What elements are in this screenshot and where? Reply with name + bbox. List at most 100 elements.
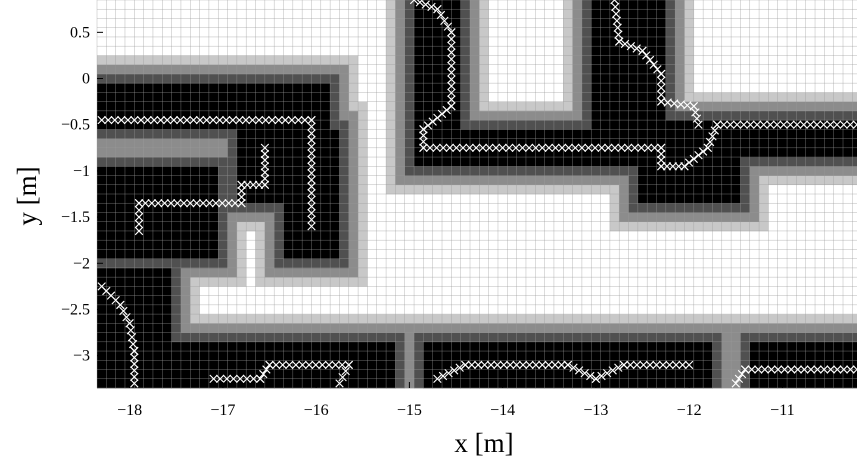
grid-cell bbox=[721, 64, 732, 75]
grid-cell bbox=[759, 295, 769, 306]
grid-cell bbox=[693, 18, 704, 29]
grid-cell bbox=[637, 221, 648, 232]
grid-cell bbox=[404, 314, 415, 324]
path-marker bbox=[671, 360, 681, 370]
grid-cell bbox=[525, 258, 536, 269]
grid-cell bbox=[190, 304, 200, 315]
grid-cell bbox=[162, 277, 172, 287]
grid-cell bbox=[479, 138, 489, 149]
path-marker bbox=[772, 120, 782, 129]
grid-cell bbox=[731, 304, 741, 315]
grid-cell bbox=[348, 212, 359, 223]
grid-cell bbox=[824, 120, 834, 130]
path-marker bbox=[307, 188, 316, 198]
path-marker bbox=[260, 155, 270, 165]
grid-cell bbox=[348, 18, 359, 29]
grid-cell bbox=[143, 64, 154, 75]
grid-cell bbox=[320, 46, 331, 56]
grid-cell bbox=[330, 110, 340, 121]
grid-cell bbox=[451, 55, 461, 65]
grid-cell bbox=[591, 0, 601, 10]
grid-cell bbox=[525, 83, 536, 93]
grid-cell bbox=[311, 184, 322, 195]
grid-cell bbox=[124, 18, 135, 29]
grid-cell bbox=[843, 101, 853, 112]
x-tick-label: −16 bbox=[304, 402, 329, 419]
grid-cell bbox=[712, 203, 723, 213]
grid-cell bbox=[619, 18, 629, 29]
grid-cell bbox=[367, 147, 378, 158]
grid-cell bbox=[376, 27, 387, 38]
grid-cell bbox=[302, 120, 312, 130]
grid-cell bbox=[824, 157, 834, 167]
path-marker bbox=[311, 360, 320, 370]
grid-cell bbox=[833, 304, 844, 315]
grid-cell bbox=[292, 332, 303, 343]
grid-cell bbox=[171, 138, 182, 149]
grid-cell bbox=[311, 212, 322, 223]
grid-cell bbox=[218, 277, 228, 287]
grid-cell bbox=[414, 286, 424, 296]
grid-cell bbox=[283, 360, 294, 370]
grid-cell bbox=[609, 147, 620, 158]
grid-cell bbox=[749, 258, 760, 269]
grid-cell bbox=[777, 120, 788, 130]
grid-cell bbox=[777, 286, 788, 296]
grid-cell bbox=[442, 323, 452, 333]
grid-cell bbox=[684, 314, 695, 324]
grid-cell bbox=[740, 249, 751, 259]
path-marker bbox=[262, 365, 271, 374]
grid-cell bbox=[656, 295, 667, 306]
grid-cell bbox=[647, 36, 657, 47]
grid-cell bbox=[339, 55, 350, 65]
grid-cell bbox=[152, 64, 163, 75]
grid-cell bbox=[749, 277, 760, 287]
grid-cell bbox=[274, 55, 284, 65]
grid-cell bbox=[833, 120, 844, 130]
grid-cell bbox=[619, 295, 629, 306]
grid-cell bbox=[311, 351, 322, 361]
grid-cell bbox=[628, 351, 639, 361]
grid-cell bbox=[805, 46, 816, 56]
grid-cell bbox=[740, 83, 751, 93]
grid-cell bbox=[600, 64, 611, 75]
grid-cell bbox=[236, 129, 247, 139]
grid-cell bbox=[656, 286, 667, 296]
grid-cell bbox=[208, 369, 219, 380]
grid-cell bbox=[525, 341, 536, 352]
grid-cell bbox=[535, 147, 545, 158]
grid-cell bbox=[404, 101, 415, 112]
grid-cell bbox=[162, 166, 172, 176]
grid-cell bbox=[619, 175, 629, 186]
grid-cell bbox=[619, 240, 629, 250]
grid-cell bbox=[190, 332, 200, 343]
grid-cell bbox=[292, 240, 303, 250]
grid-cell bbox=[693, 314, 704, 324]
grid-cell bbox=[609, 240, 620, 250]
grid-cell bbox=[619, 27, 629, 38]
grid-cell bbox=[171, 314, 182, 324]
grid-cell bbox=[740, 378, 751, 389]
grid-cell bbox=[516, 341, 527, 352]
grid-cell bbox=[115, 166, 126, 176]
grid-cell bbox=[759, 18, 769, 29]
grid-cell bbox=[572, 304, 583, 315]
grid-cell bbox=[208, 46, 219, 56]
path-marker bbox=[447, 75, 456, 84]
grid-cell bbox=[843, 147, 853, 158]
grid-cell bbox=[190, 323, 200, 333]
grid-cell bbox=[460, 314, 471, 324]
grid-cell bbox=[796, 138, 807, 149]
grid-cell bbox=[404, 230, 415, 241]
grid-cell bbox=[115, 157, 126, 167]
grid-cell bbox=[180, 258, 191, 269]
grid-cell bbox=[292, 147, 303, 158]
grid-cell bbox=[852, 184, 857, 195]
grid-cell bbox=[768, 249, 779, 259]
grid-cell bbox=[619, 341, 629, 352]
grid-cell bbox=[684, 175, 695, 186]
grid-cell bbox=[731, 203, 741, 213]
grid-cell bbox=[787, 304, 797, 315]
grid-cell bbox=[236, 110, 247, 121]
grid-cell bbox=[171, 360, 182, 370]
